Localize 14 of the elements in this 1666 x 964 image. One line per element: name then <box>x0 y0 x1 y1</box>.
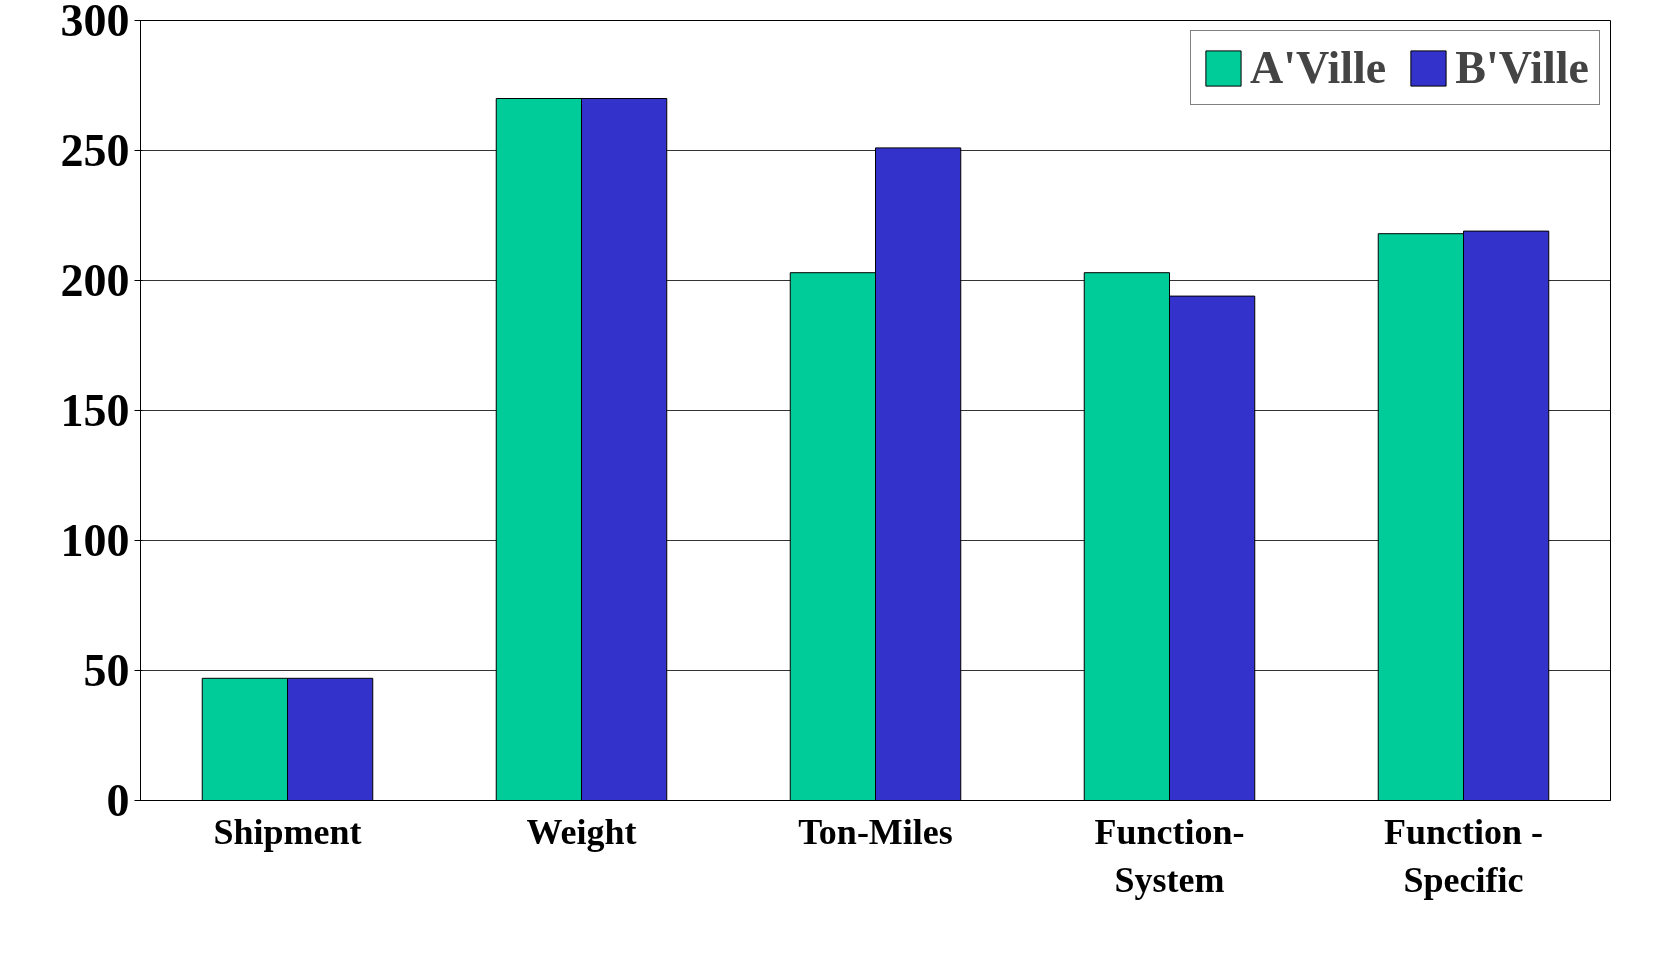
y-tick-label: 150 <box>60 385 130 436</box>
legend-label: B'Ville <box>1455 41 1589 94</box>
y-tick-label: 200 <box>60 255 130 306</box>
x-tick-label: Weight <box>526 811 637 852</box>
y-tick-label: 250 <box>60 125 130 176</box>
x-tick-label: Function- System <box>1094 811 1245 900</box>
x-tick-label: Function - Specific <box>1383 811 1544 900</box>
legend-label: A'Ville <box>1249 41 1387 94</box>
x-tick-label: Shipment <box>213 811 362 852</box>
y-tick-label: 300 <box>60 0 130 46</box>
x-tick-label: Ton-Miles <box>798 811 953 852</box>
y-tick-label: 0 <box>106 775 130 826</box>
y-tick-label: 100 <box>60 515 130 566</box>
y-tick-label: 50 <box>83 645 130 696</box>
